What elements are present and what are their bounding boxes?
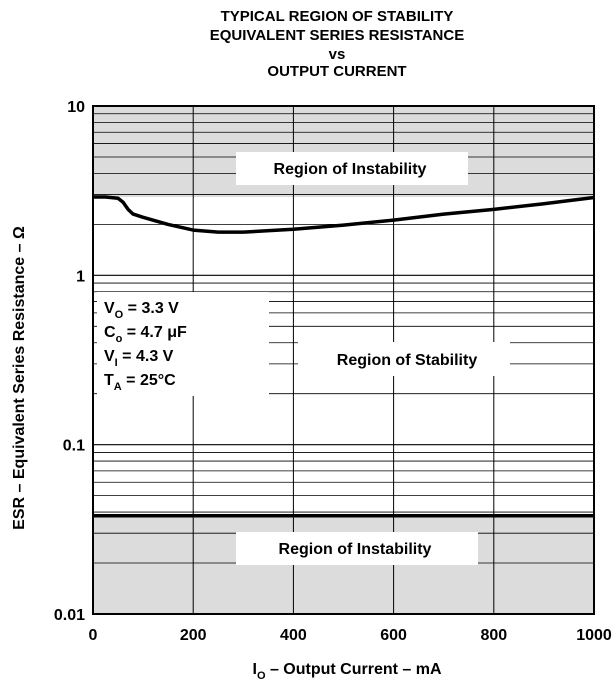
y-tick-labels: 0.01 0.1 1 10 — [54, 99, 85, 624]
condition-vi: VI = 4.3 V — [104, 348, 174, 369]
x-tick-label: 600 — [380, 627, 407, 644]
series-layer — [93, 195, 595, 518]
region-label-instability-bottom: Region of Instability — [279, 541, 432, 558]
series-line-1 — [93, 195, 595, 234]
y-tick-label: 0.01 — [54, 607, 85, 624]
y-tick-label: 1 — [76, 268, 85, 285]
region-label-middle-box — [298, 342, 510, 376]
y-tick-label: 10 — [67, 99, 85, 116]
region-label-instability-top: Region of Instability — [274, 161, 427, 178]
x-tick-label: 200 — [180, 627, 207, 644]
chart-title-line-3: vs — [329, 46, 346, 63]
x-tick-label: 0 — [89, 627, 98, 644]
condition-co: Co = 4.7 μF — [104, 324, 187, 345]
x-tick-label: 1000 — [576, 627, 612, 644]
y-axis-label: ESR – Equivalent Series Resistance – Ω — [11, 226, 28, 530]
condition-ta: TA = 25°C — [104, 372, 176, 393]
chart-title-line-1: TYPICAL REGION OF STABILITY — [221, 8, 454, 25]
region-label-stability: Region of Stability — [337, 352, 478, 369]
x-tick-label: 400 — [280, 627, 307, 644]
x-tick-label: 800 — [480, 627, 507, 644]
region-label-bottom-box — [236, 532, 478, 565]
condition-vo: VO = 3.3 V — [104, 300, 179, 321]
chart-title-line-2: EQUIVALENT SERIES RESISTANCE — [210, 27, 464, 44]
y-tick-label: 0.1 — [63, 438, 85, 455]
x-axis-label: IO – Output Current – mA — [252, 661, 441, 682]
conditions-box — [97, 292, 269, 396]
x-tick-labels: 0 200 400 600 800 1000 — [89, 627, 612, 644]
region-label-top-box — [236, 152, 468, 185]
chart-title-line-4: OUTPUT CURRENT — [267, 63, 406, 80]
plot-frame — [92, 105, 595, 615]
